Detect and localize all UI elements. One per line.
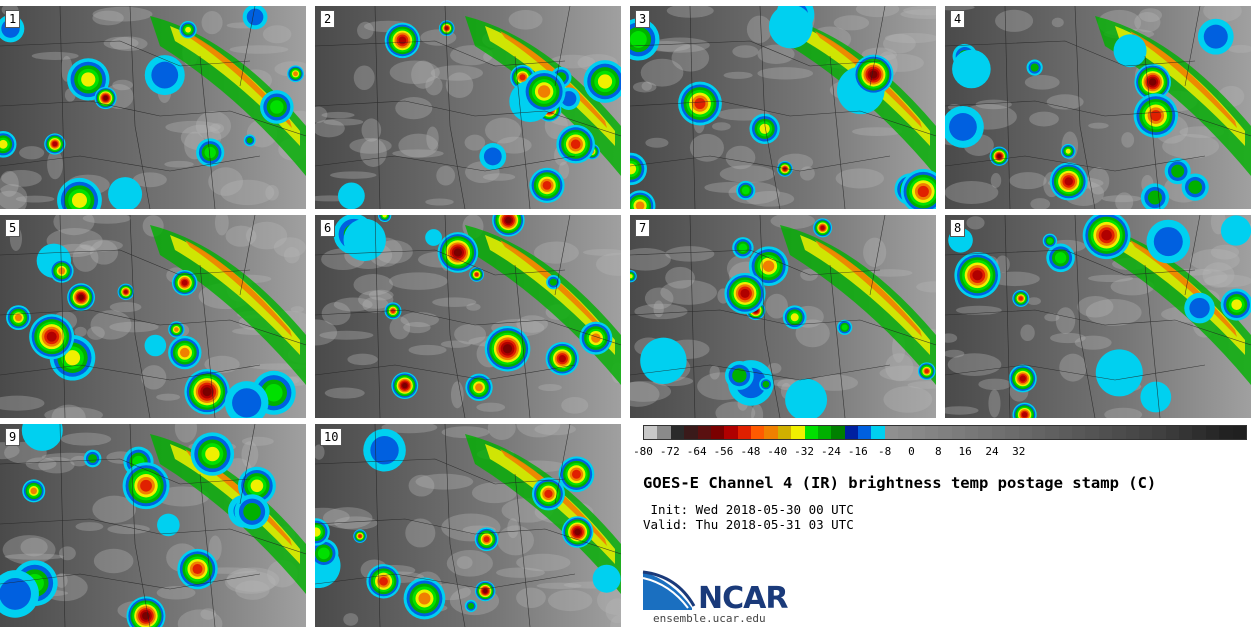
colorbar-swatch — [791, 426, 805, 439]
colorbar-swatch — [684, 426, 698, 439]
colorbar-swatch — [1219, 426, 1233, 439]
forecast-panel: 6 — [315, 215, 621, 418]
colorbar-swatch — [1098, 426, 1113, 439]
colorbar-tick-label: -48 — [740, 445, 761, 458]
panel-number: 1 — [5, 10, 21, 28]
colorbar-swatch — [951, 426, 965, 439]
colorbar-swatch — [751, 426, 765, 439]
ncar-logo-icon — [642, 570, 696, 610]
colorbar-swatch — [1125, 426, 1139, 439]
colorbar-swatch — [1152, 426, 1166, 439]
colorbar-swatch — [991, 426, 1006, 439]
colorbar-tick-label: -40 — [767, 445, 788, 458]
colorbar-swatch — [831, 426, 845, 439]
colorbar-tick-label: 16 — [958, 445, 972, 458]
colorbar-swatch — [938, 426, 952, 439]
colorbar-swatch — [924, 426, 939, 439]
panel-number: 6 — [320, 219, 336, 237]
panel-number: 2 — [320, 10, 336, 28]
colorbar-swatch — [804, 426, 818, 439]
colorbar-swatch — [724, 426, 738, 439]
colorbar-swatch — [1045, 426, 1059, 439]
colorbar-swatch — [777, 426, 792, 439]
colorbar-swatch — [1232, 426, 1246, 439]
colorbar-swatch — [1072, 426, 1086, 439]
site-url: ensemble.ucar.edu — [653, 612, 766, 625]
satellite-image — [945, 6, 1251, 209]
satellite-image — [945, 215, 1251, 418]
colorbar-tick-label: -8 — [877, 445, 892, 458]
colorbar-tick-label: 0 — [908, 445, 915, 458]
colorbar-swatch — [1205, 426, 1220, 439]
init-time: Init: Wed 2018-05-30 00 UTC — [643, 502, 854, 517]
colorbar-swatch — [884, 426, 899, 439]
satellite-image — [0, 424, 306, 627]
colorbar-tick-label: 24 — [985, 445, 999, 458]
colorbar-tick-label: -80 — [633, 445, 653, 458]
colorbar-ticks: -80 -72 -64 -56 -48 -40 -32 -24 -16 -8 0 8 16 24 32 — [633, 445, 1247, 459]
panel-number: 10 — [320, 428, 343, 446]
colorbar-swatch — [644, 426, 658, 439]
colorbar — [643, 425, 1247, 440]
colorbar-tick-label: 8 — [934, 445, 942, 458]
colorbar-tick-label: -32 — [794, 445, 815, 458]
figure-title: GOES-E Channel 4 (IR) brightness temp po… — [643, 474, 1157, 492]
colorbar-swatch — [1138, 426, 1153, 439]
colorbar-swatch — [764, 426, 778, 439]
colorbar-swatch — [1192, 426, 1206, 439]
colorbar-swatch — [670, 426, 685, 439]
colorbar-swatch — [965, 426, 979, 439]
forecast-panel: 7 — [630, 215, 936, 418]
colorbar-swatch — [1179, 426, 1193, 439]
colorbar-swatch — [817, 426, 832, 439]
satellite-image — [315, 6, 621, 209]
colorbar-swatch — [1112, 426, 1126, 439]
ncar-logo-text: NCAR — [698, 581, 788, 616]
panel-number: 5 — [5, 219, 21, 237]
valid-time: Valid: Thu 2018-05-31 03 UTC — [643, 517, 854, 532]
colorbar-swatch — [710, 426, 725, 439]
colorbar-swatch — [737, 426, 751, 439]
colorbar-swatch — [697, 426, 711, 439]
panel-number: 4 — [950, 10, 966, 28]
satellite-image — [0, 215, 306, 418]
colorbar-swatch — [1165, 426, 1179, 439]
colorbar-swatch — [1085, 426, 1099, 439]
colorbar-tick-label: -64 — [686, 445, 707, 458]
forecast-panel: 1 — [0, 6, 306, 209]
colorbar-swatch — [657, 426, 671, 439]
satellite-image — [315, 215, 621, 418]
colorbar-swatch — [911, 426, 925, 439]
colorbar-swatch — [1018, 426, 1032, 439]
colorbar-swatch — [978, 426, 992, 439]
colorbar-tick-label: -56 — [713, 445, 734, 458]
panel-number: 3 — [635, 10, 651, 28]
satellite-image — [630, 6, 936, 209]
forecast-panel: 9 — [0, 424, 306, 627]
colorbar-tick-label: -72 — [659, 445, 680, 458]
colorbar-tick-label: 32 — [1012, 445, 1026, 458]
satellite-image — [315, 424, 621, 627]
forecast-panel: 10 — [315, 424, 621, 627]
forecast-panel: 2 — [315, 6, 621, 209]
colorbar-swatch — [1058, 426, 1072, 439]
colorbar-tick-label: -24 — [820, 445, 841, 458]
panel-number: 9 — [5, 428, 21, 446]
forecast-panel: 3 — [630, 6, 936, 209]
colorbar-swatch — [871, 426, 885, 439]
panel-number: 8 — [950, 219, 966, 237]
colorbar-swatch — [898, 426, 912, 439]
satellite-image — [630, 215, 936, 418]
forecast-panel: 4 — [945, 6, 1251, 209]
colorbar-tick-label: -16 — [847, 445, 868, 458]
colorbar-swatch — [1031, 426, 1046, 439]
satellite-image — [0, 6, 306, 209]
colorbar-swatch — [1005, 426, 1019, 439]
colorbar-swatch — [858, 426, 872, 439]
forecast-panel: 5 — [0, 215, 306, 418]
forecast-panel: 8 — [945, 215, 1251, 418]
panel-number: 7 — [635, 219, 651, 237]
colorbar-swatch — [844, 426, 858, 439]
